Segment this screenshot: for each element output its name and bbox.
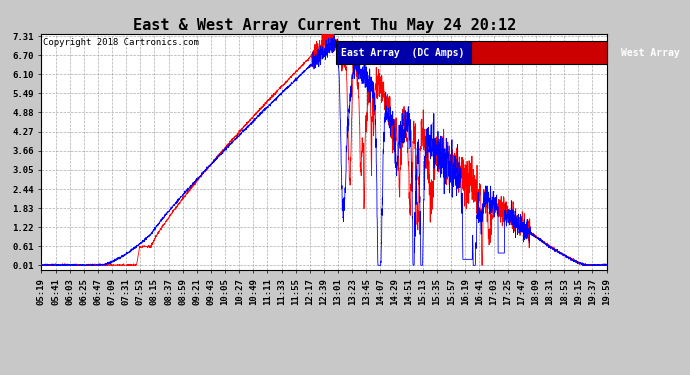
- Bar: [471, 41, 607, 64]
- Text: Copyright 2018 Cartronics.com: Copyright 2018 Cartronics.com: [43, 39, 199, 48]
- Text: East Array  (DC Amps): East Array (DC Amps): [342, 48, 464, 58]
- Bar: [335, 41, 471, 64]
- Text: West Array  (DC Amps): West Array (DC Amps): [622, 48, 690, 58]
- Title: East & West Array Current Thu May 24 20:12: East & West Array Current Thu May 24 20:…: [132, 18, 516, 33]
